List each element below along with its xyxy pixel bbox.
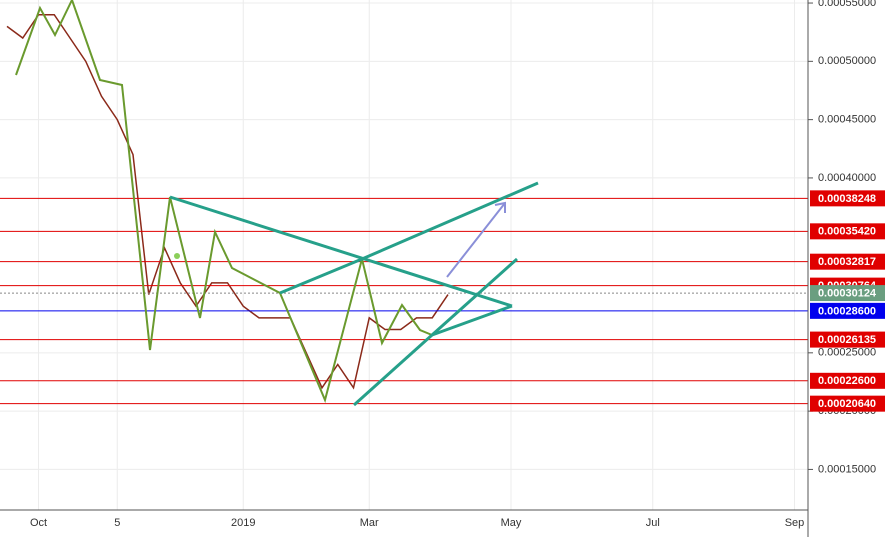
- wave-pattern: [15, 0, 433, 404]
- level-label: 0.00032817: [818, 256, 876, 268]
- y-tick-label: 0.00040000: [818, 172, 876, 184]
- level-label: 0.00026135: [818, 334, 876, 346]
- level-label-bg: [810, 372, 885, 389]
- trend-line: [279, 257, 363, 295]
- trend-line: [169, 195, 513, 308]
- price-line: [6, 13, 449, 390]
- level-label: 0.00022600: [818, 375, 876, 387]
- level-label-bg: [810, 285, 885, 302]
- x-tick-label: Sep: [785, 517, 805, 529]
- x-tick-label: May: [501, 517, 522, 529]
- grid: [0, 0, 808, 510]
- x-tick-label: 5: [114, 517, 120, 529]
- level-label: 0.00030124: [818, 287, 877, 299]
- x-tick-label: Oct: [30, 517, 47, 529]
- level-label-bg: [810, 223, 885, 240]
- trend-line: [352, 333, 434, 407]
- arrow: [446, 201, 506, 278]
- axes: Oct 5 2019 Mar May Jul Sep 0.00055000 0.00050000…: [30, 0, 885, 529]
- trend-lines: [169, 181, 539, 407]
- x-tick-label: 2019: [231, 517, 255, 529]
- level-label: 0.00038248: [818, 193, 876, 205]
- x-tick-label: Mar: [360, 517, 379, 529]
- level-label-bg: [810, 253, 885, 270]
- level-label: 0.00035420: [818, 226, 876, 238]
- level-label-bg: [810, 395, 885, 412]
- y-tick-label: 0.00025000: [818, 347, 876, 359]
- level-label-bg: [810, 190, 885, 207]
- y-tick-label: 0.00050000: [818, 55, 876, 67]
- marks: [0, 13, 808, 405]
- trend-line: [361, 181, 539, 261]
- y-tick-label: 0.00045000: [818, 114, 876, 126]
- trend-line: [431, 257, 518, 337]
- level-label: 0.00020640: [818, 398, 876, 410]
- marker-dot: [174, 253, 180, 259]
- drawings: [15, 0, 539, 407]
- x-tick-label: Jul: [646, 517, 660, 529]
- level-label-bg: [810, 302, 885, 319]
- level-label-bg: [810, 331, 885, 348]
- y-tick-label: 0.00015000: [818, 463, 876, 475]
- trend-line: [431, 304, 513, 337]
- level-label: 0.00028600: [818, 305, 876, 317]
- y-tick-label: 0.00055000: [818, 0, 876, 9]
